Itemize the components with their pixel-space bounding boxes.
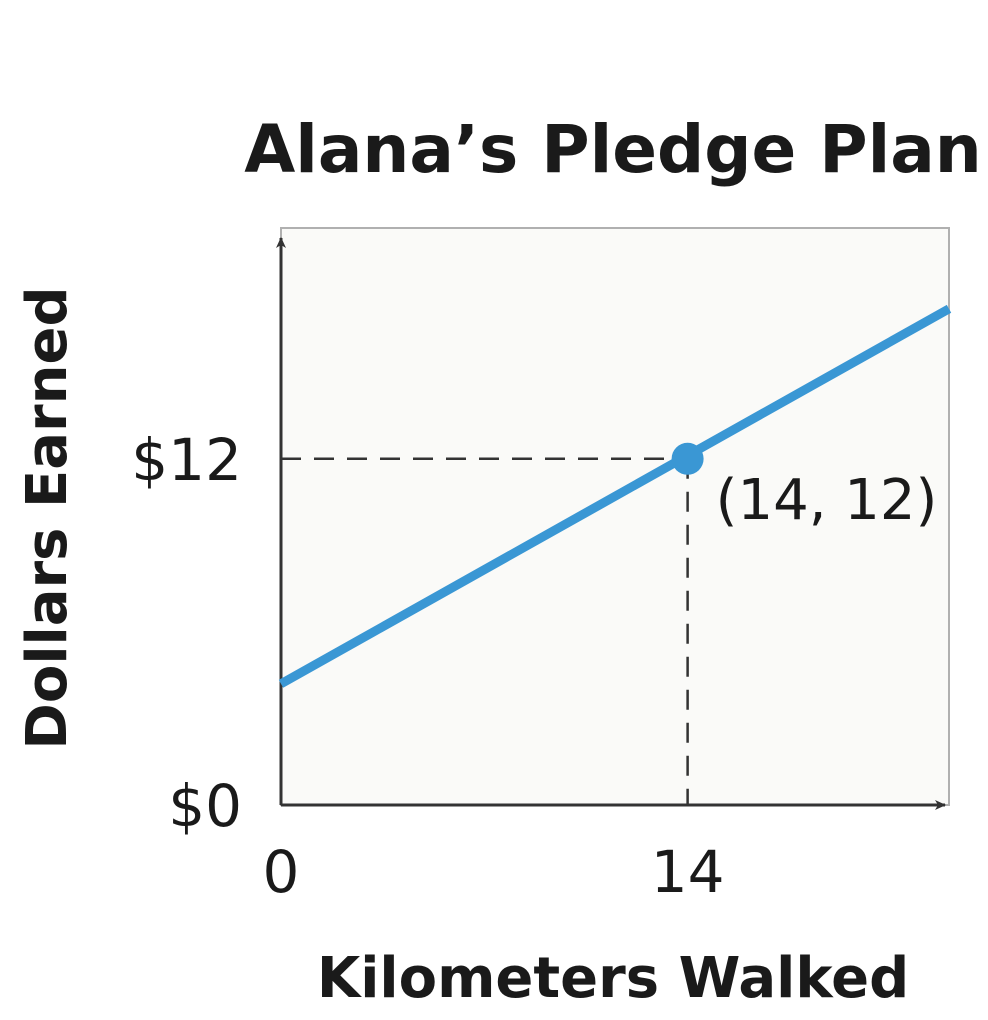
point-annotation: (14, 12) xyxy=(716,468,938,533)
highlight-point xyxy=(671,442,704,475)
y-axis-title: Dollars Earned xyxy=(15,286,80,749)
x-tick-label: 0 xyxy=(263,838,300,906)
series-line-0 xyxy=(278,304,952,688)
plot-area xyxy=(280,227,950,806)
chart-title: Alana’s Pledge Plan xyxy=(244,111,982,188)
y-tick-label: $0 xyxy=(168,772,242,840)
x-tick-label: 14 xyxy=(651,838,725,906)
y-tick-label: $12 xyxy=(131,426,242,494)
x-axis-title: Kilometers Walked xyxy=(317,946,909,1011)
